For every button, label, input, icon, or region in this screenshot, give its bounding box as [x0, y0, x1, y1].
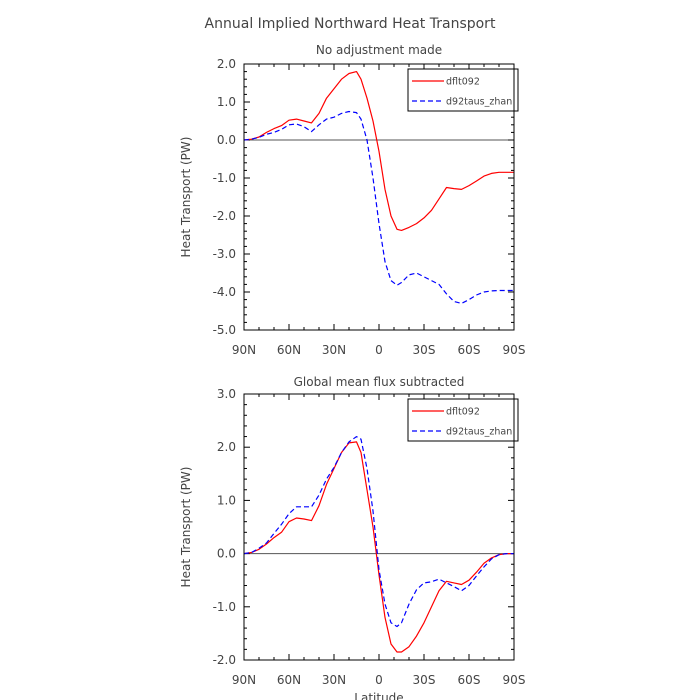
series-line-d92taus_zhan	[243, 436, 514, 628]
y-tick-label: -1.0	[213, 600, 236, 614]
panel-title: Global mean flux subtracted	[294, 375, 465, 389]
y-axis-label: Heat Transport (PW)	[179, 137, 193, 258]
y-tick-label: -4.0	[213, 285, 236, 299]
y-tick-label: 1.0	[217, 95, 236, 109]
legend-label: d92taus_zhan	[446, 97, 512, 108]
y-tick-label: 0.0	[217, 547, 236, 561]
y-tick-label: 1.0	[217, 493, 236, 507]
panel-title: No adjustment made	[316, 43, 442, 57]
series-line-dflt092	[243, 441, 514, 653]
x-tick-label: 30S	[413, 343, 436, 357]
x-tick-label: 60S	[458, 673, 481, 687]
x-tick-label: 0	[375, 343, 383, 357]
page-title: Annual Implied Northward Heat Transport	[205, 16, 496, 32]
series-line-dflt092	[243, 70, 514, 231]
x-tick-label: 90N	[232, 673, 256, 687]
chart-panel-no-adjustment: No adjustment made 2.0 1.0 0.0 -1.0 -2.0 -3.0 -…	[179, 43, 525, 357]
legend-box	[407, 68, 519, 112]
legend-label: d92taus_zhan	[446, 427, 512, 438]
x-tick-label: 0	[375, 673, 383, 687]
legend-label: dflt092	[446, 407, 480, 418]
plot-frame	[243, 63, 515, 331]
y-axis-label: Heat Transport (PW)	[179, 467, 193, 588]
x-tick-label: 90S	[503, 673, 526, 687]
legend: dflt092 d92taus_zhan	[407, 398, 519, 442]
y-tick-label: -2.0	[213, 653, 236, 667]
series-line-d92taus_zhan	[243, 110, 514, 304]
x-tick-label: 90S	[503, 343, 526, 357]
x-tick-label: 30N	[322, 343, 346, 357]
x-tick-label: 90N	[232, 343, 256, 357]
legend-box	[407, 398, 519, 442]
x-tick-label: 30N	[322, 673, 346, 687]
legend-label: dflt092	[446, 77, 480, 88]
legend: dflt092 d92taus_zhan	[407, 68, 519, 112]
y-tick-label: -2.0	[213, 209, 236, 223]
x-tick-label: 30S	[413, 673, 436, 687]
chart-panel-global-mean-subtracted: Global mean flux subtracted 3.0 2.0 1.0 0.0 -…	[179, 375, 525, 700]
x-tick-label: 60N	[277, 343, 301, 357]
y-tick-label: -5.0	[213, 323, 236, 337]
x-tick-label: 60N	[277, 673, 301, 687]
y-tick-label: -3.0	[213, 247, 236, 261]
x-tick-label: 60S	[458, 343, 481, 357]
y-tick-label: 2.0	[217, 57, 236, 71]
y-tick-label: -1.0	[213, 171, 236, 185]
plot-frame	[243, 393, 515, 661]
x-axis-label: Latitude	[354, 691, 403, 700]
y-tick-label: 0.0	[217, 133, 236, 147]
y-tick-label: 2.0	[217, 440, 236, 454]
y-tick-label: 3.0	[217, 387, 236, 401]
